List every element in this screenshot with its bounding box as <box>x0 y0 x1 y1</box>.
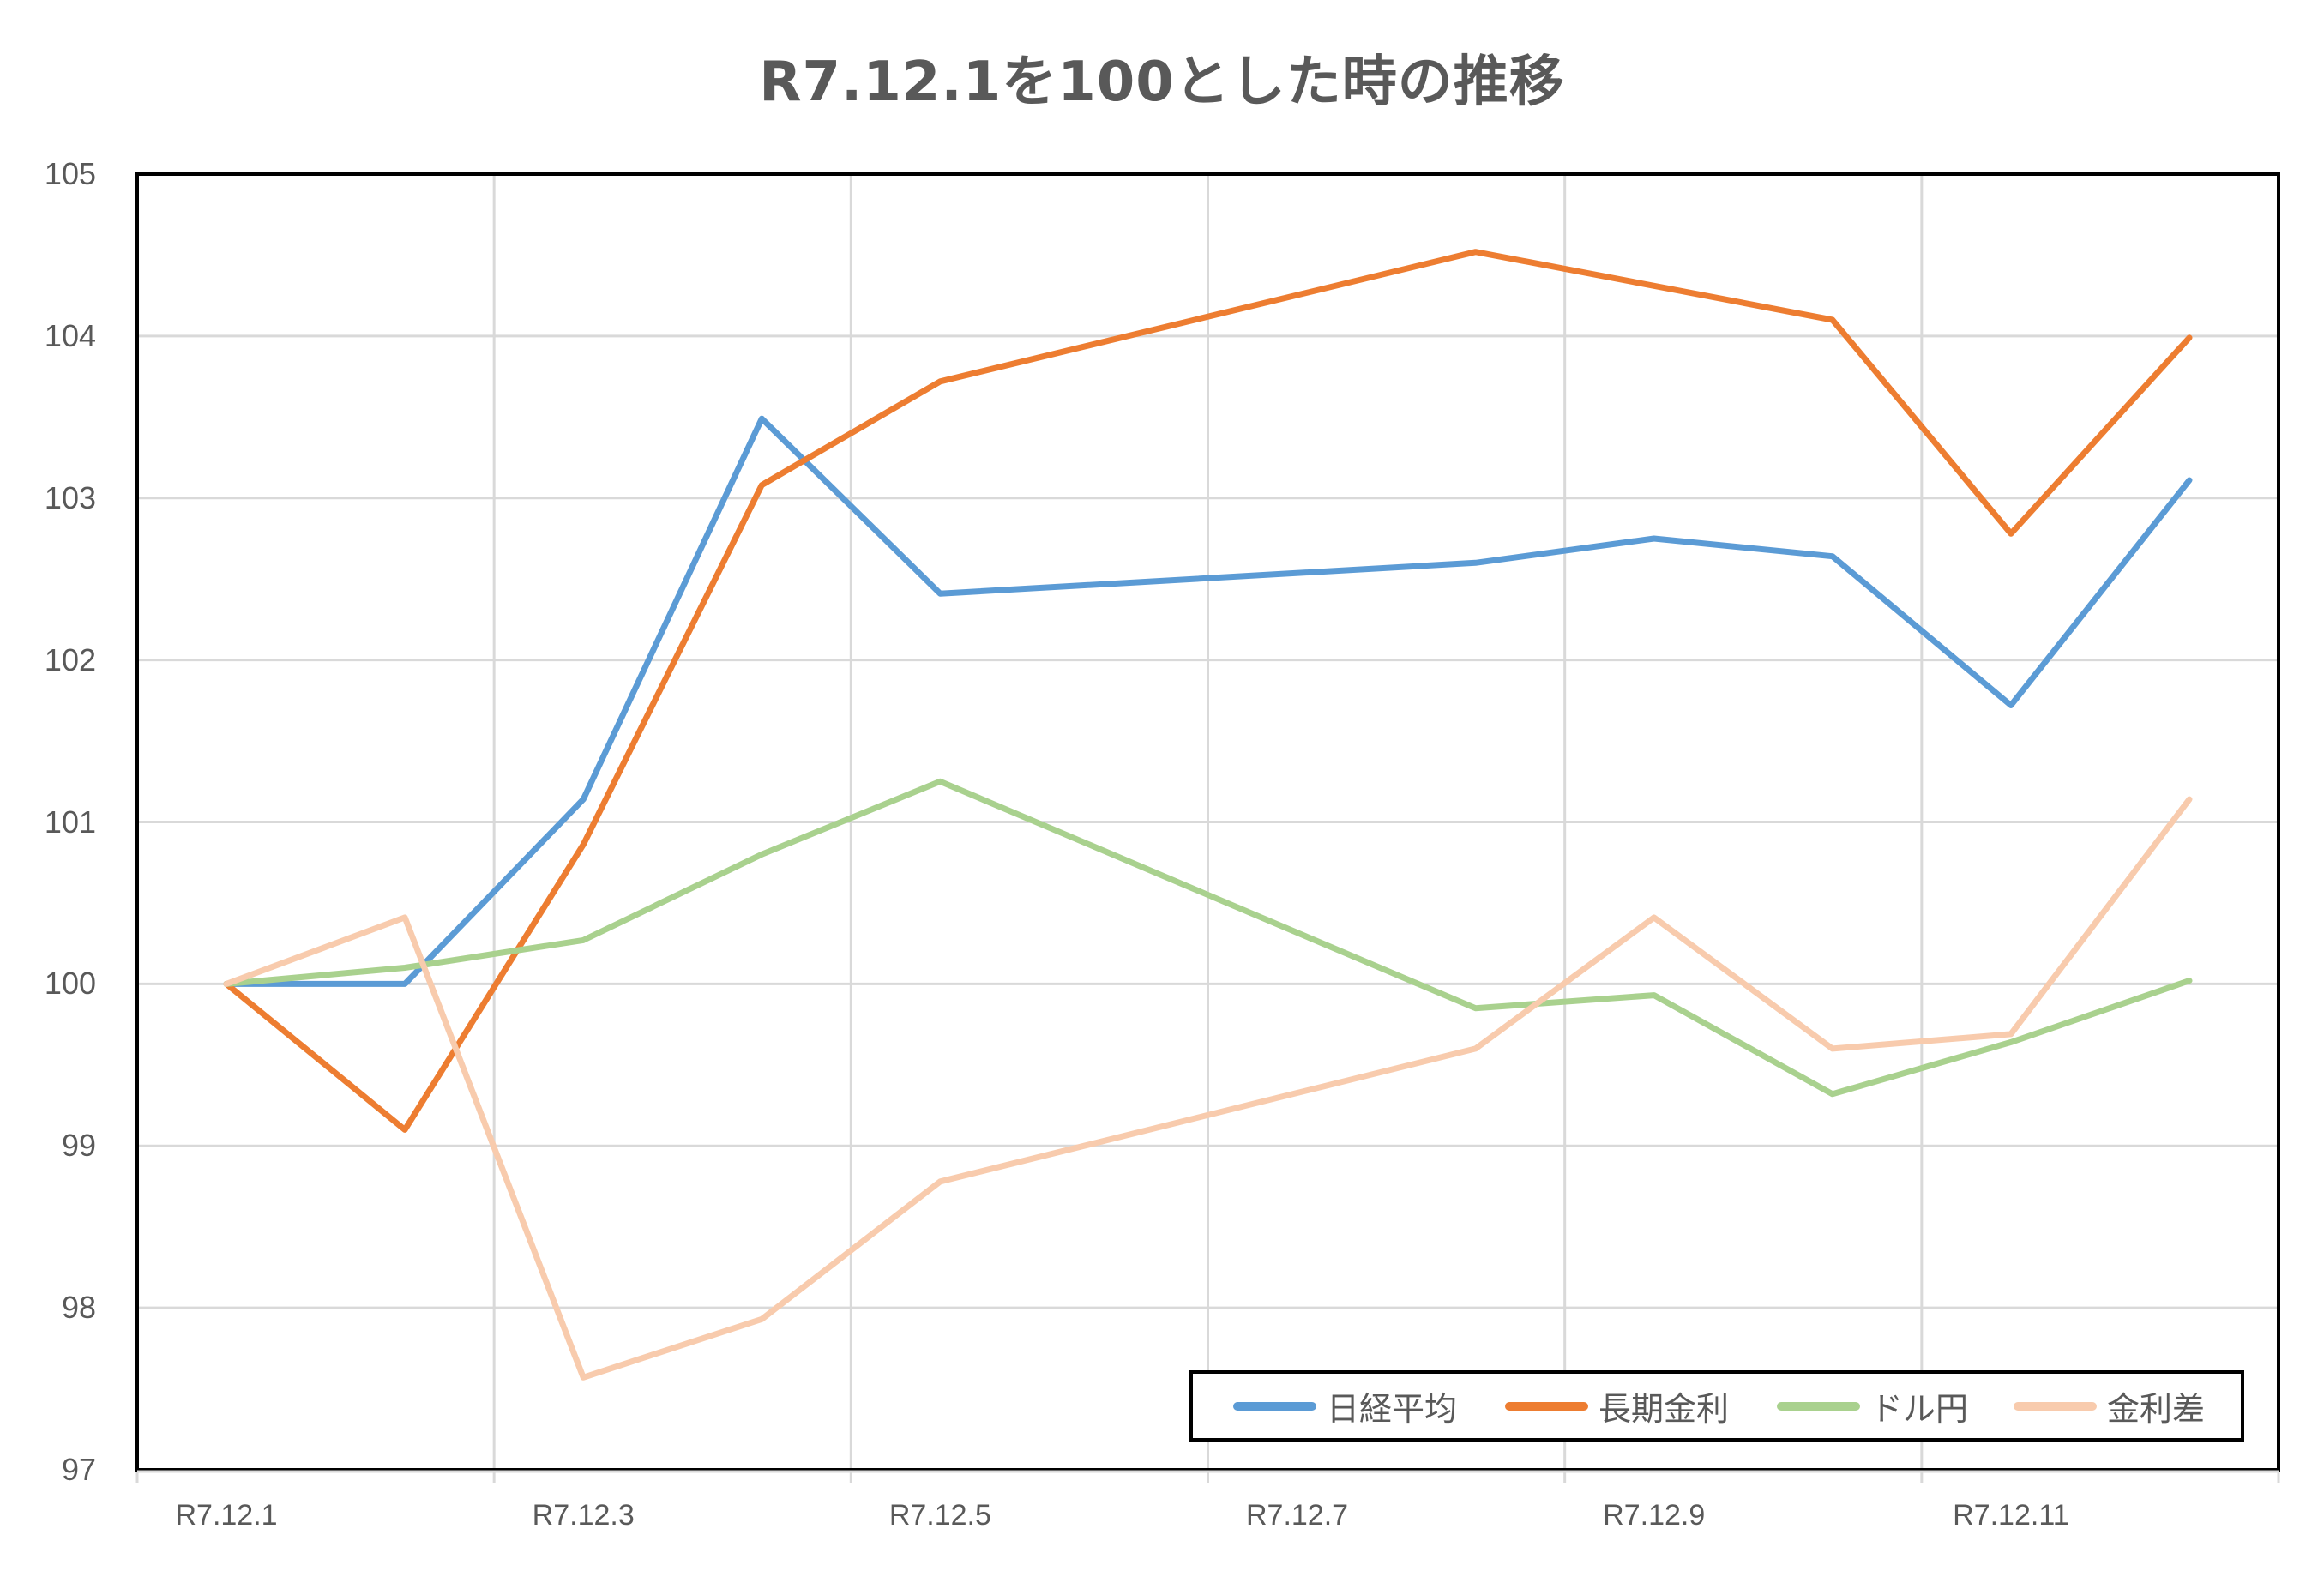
series-line <box>223 249 2193 1133</box>
y-tick-label: 100 <box>44 966 96 1002</box>
x-tick-label: R7.12.3 <box>532 1499 635 1532</box>
x-tick-label: R7.12.11 <box>1953 1499 2069 1532</box>
legend-label: 金利差 <box>2107 1390 2206 1428</box>
legend-item-usd-jpy[interactable]: ドル円 <box>1777 1374 1968 1438</box>
y-tick-label: 105 <box>44 156 96 191</box>
y-tick-label: 99 <box>61 1128 96 1164</box>
series-line <box>223 415 2193 987</box>
legend-label: ドル円 <box>1870 1390 1969 1428</box>
series-lines <box>223 249 2193 1381</box>
legend-item-nikkei[interactable]: 日経平均 <box>1233 1374 1457 1438</box>
plot-border <box>135 172 2280 1472</box>
legend-item-long-term-rate[interactable]: 長期金利 <box>1505 1374 1729 1438</box>
x-tick-label: R7.12.1 <box>175 1499 278 1532</box>
y-tick-label: 102 <box>44 641 96 677</box>
y-tick-label: 104 <box>44 317 96 353</box>
legend-line-icon <box>1777 1401 1860 1411</box>
series-line <box>223 778 2193 1098</box>
legend: 日経平均 長期金利 ドル円 金利差 <box>1189 1370 2244 1442</box>
x-tick-label: R7.12.5 <box>888 1499 991 1532</box>
legend-label: 日経平均 <box>1327 1390 1458 1428</box>
x-tick-label: R7.12.9 <box>1603 1499 1706 1532</box>
legend-item-rate-spread[interactable]: 金利差 <box>2014 1374 2205 1438</box>
series-line <box>223 796 2193 1381</box>
y-tick-label: 98 <box>61 1290 96 1326</box>
legend-line-icon <box>1505 1401 1588 1411</box>
legend-label: 長期金利 <box>1599 1390 1730 1428</box>
legend-line-icon <box>1233 1401 1316 1411</box>
chart-title: R7.12.1を100とした時の推移 <box>759 51 1565 114</box>
legend-line-icon <box>2014 1401 2097 1411</box>
y-tick-label: 97 <box>61 1452 96 1487</box>
y-tick-label: 103 <box>44 479 96 515</box>
y-tick-label: 101 <box>44 804 96 840</box>
x-tick-label: R7.12.7 <box>1245 1499 1349 1532</box>
